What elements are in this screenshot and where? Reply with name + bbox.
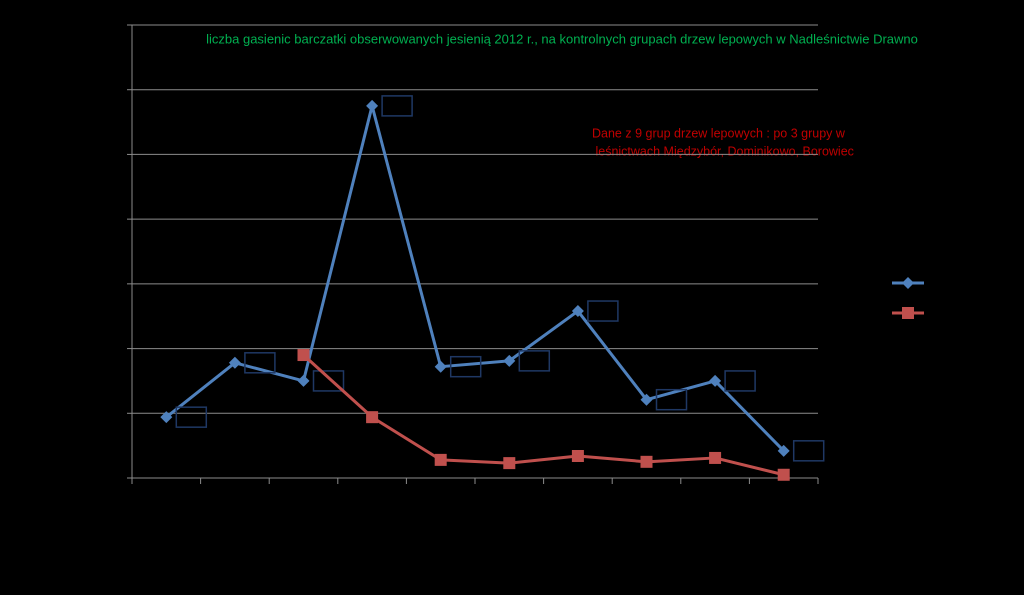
chart-title: liczba gasienic barczatki obserwowanych … [206, 31, 918, 46]
point [777, 468, 790, 481]
data-label-box [724, 370, 756, 392]
point [503, 354, 516, 367]
point [709, 374, 722, 387]
point [297, 349, 310, 362]
point [366, 99, 379, 112]
point [640, 393, 653, 406]
point [366, 411, 379, 424]
annotation: leśnictwach Międzybór, Dominikowo, Borow… [592, 144, 854, 158]
data-label-box [175, 406, 208, 428]
point [297, 374, 310, 387]
data-label-box [518, 350, 551, 372]
point [160, 411, 173, 424]
point [434, 453, 447, 466]
legend-marker [902, 277, 914, 289]
point [503, 457, 516, 470]
data-label-box [312, 370, 345, 392]
data-label-box [381, 95, 413, 117]
series-line [302, 353, 785, 477]
annotation: Dane z 9 grup drzew lepowych : po 3 grup… [592, 126, 846, 140]
legend-marker [902, 307, 914, 319]
data-label-box [449, 355, 482, 378]
point [777, 444, 790, 457]
point [228, 356, 241, 369]
point [434, 360, 447, 373]
data-label-box [587, 300, 619, 322]
point [640, 455, 653, 468]
point [571, 449, 584, 462]
data-label-box [655, 388, 688, 411]
data-label-box [792, 440, 825, 462]
point [709, 451, 722, 464]
data-label-box [244, 352, 276, 374]
point [571, 305, 584, 318]
